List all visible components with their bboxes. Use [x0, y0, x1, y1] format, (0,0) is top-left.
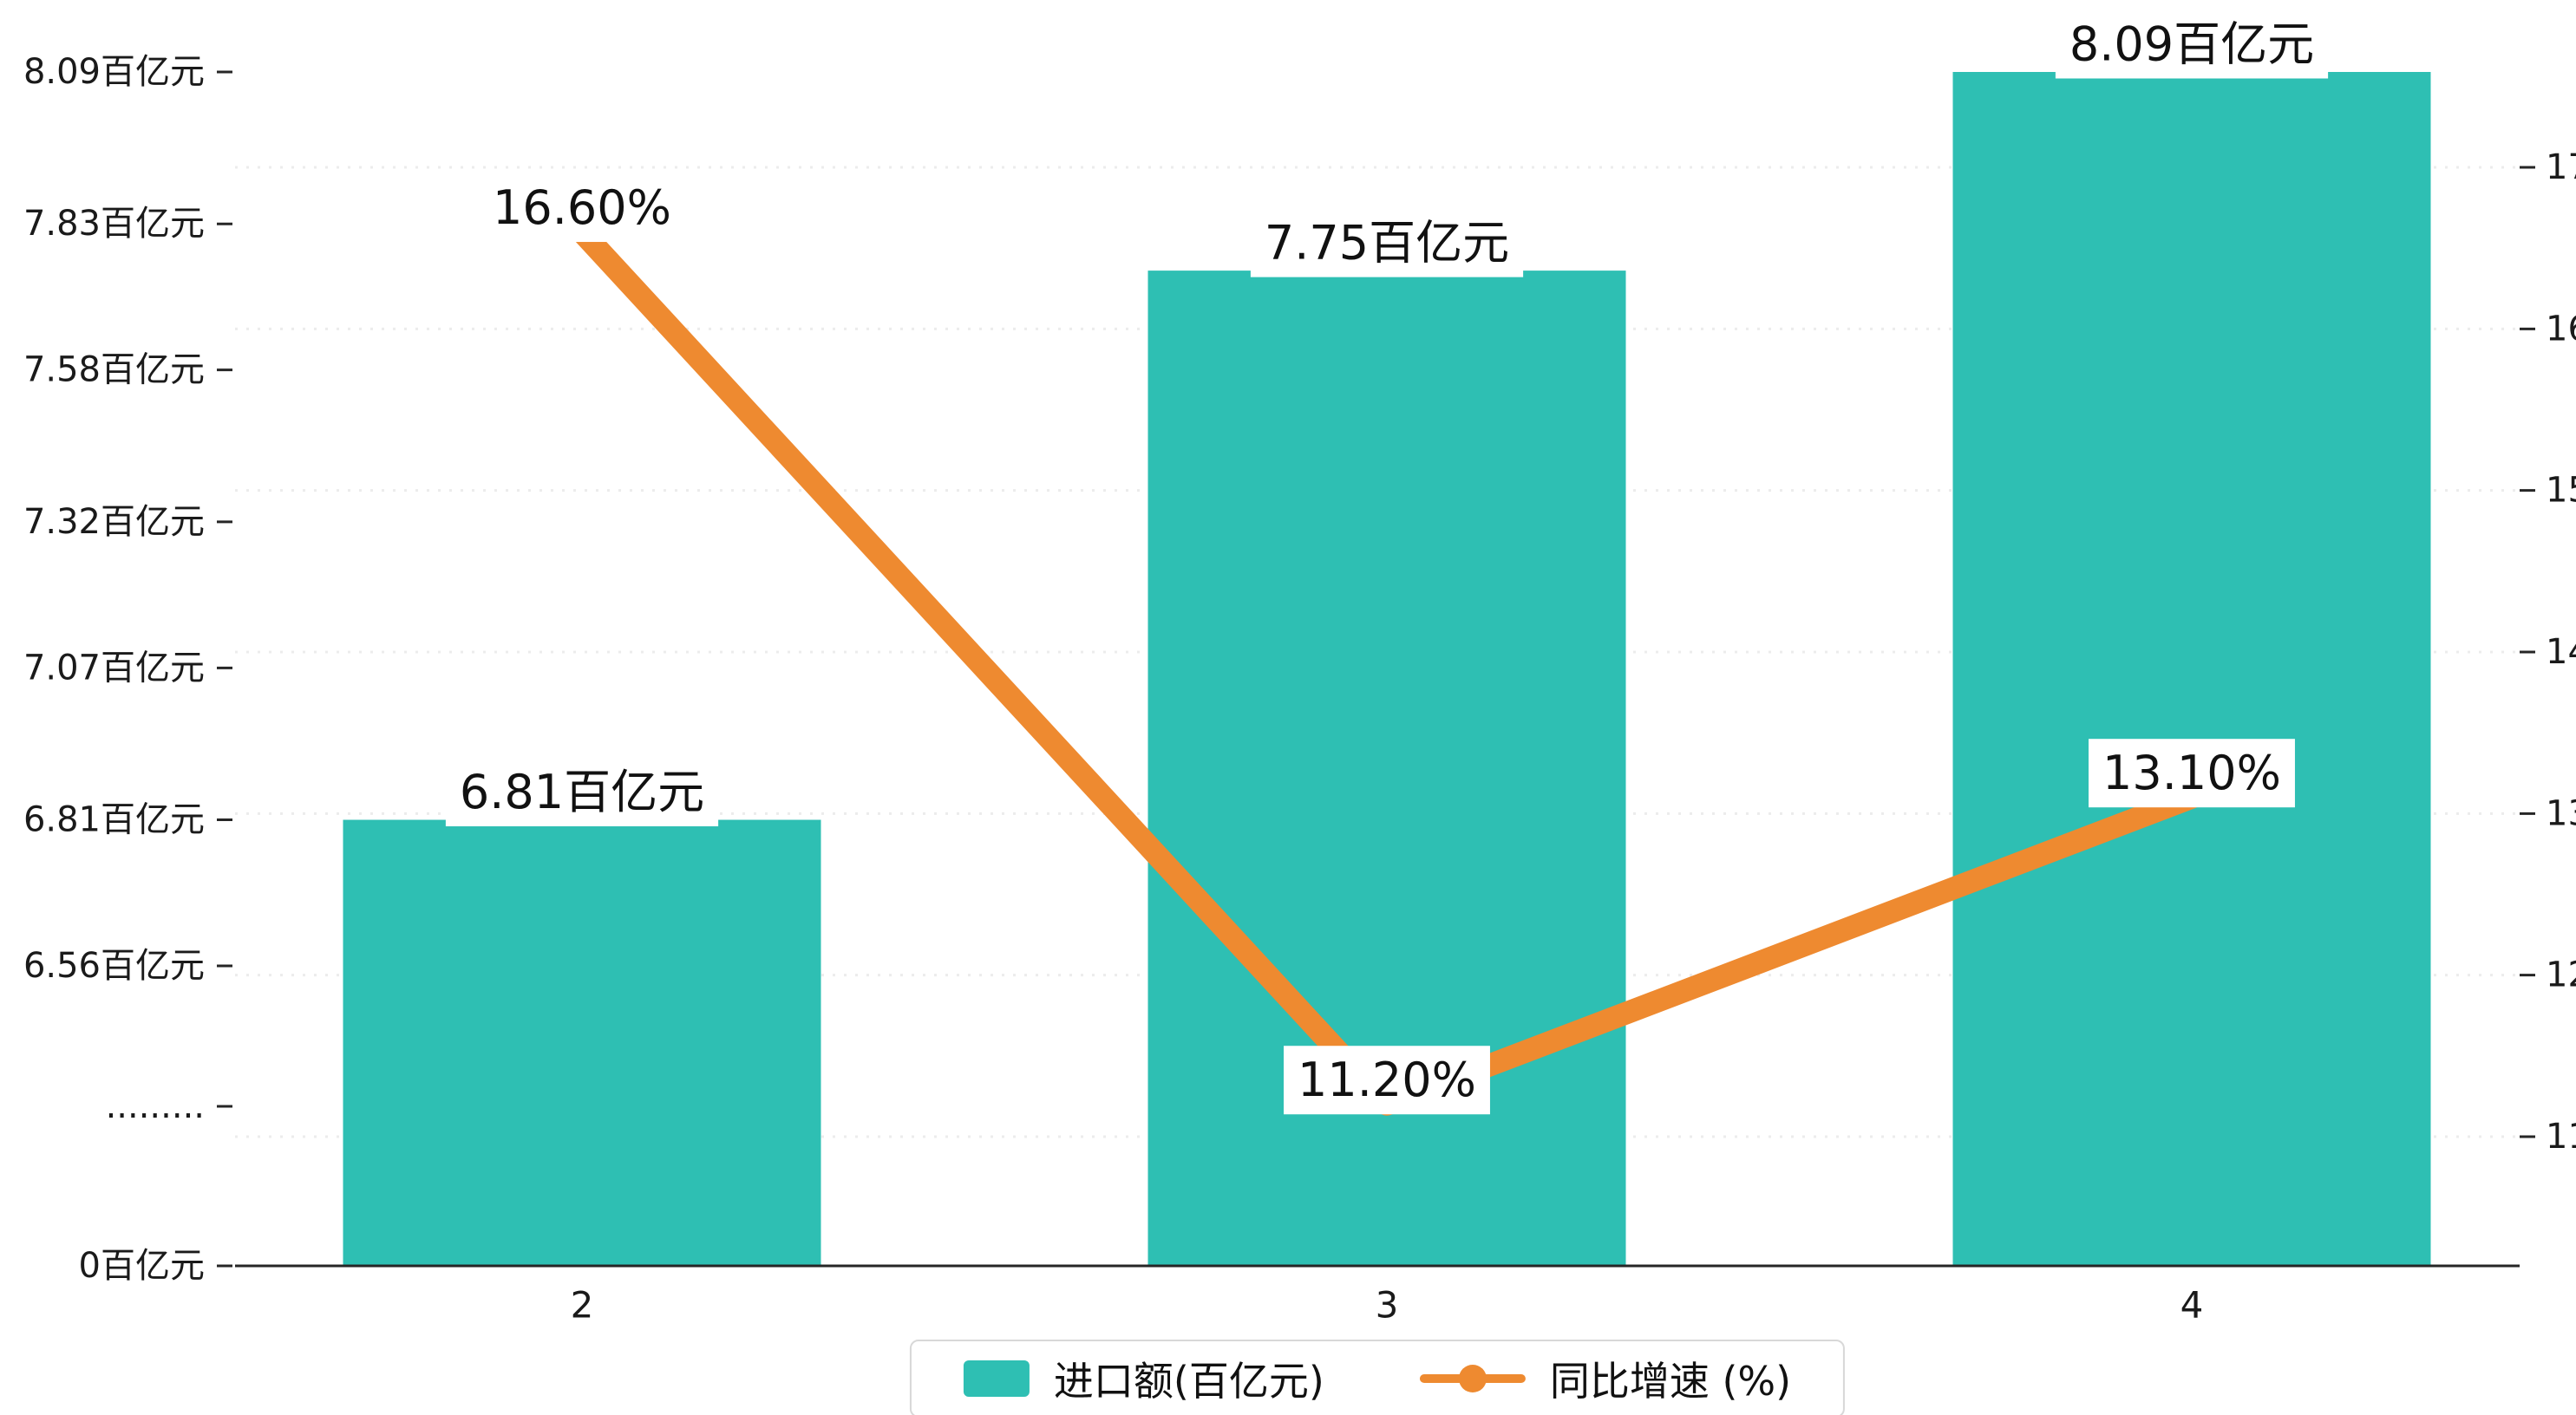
x-axis-label: 2 — [571, 1284, 594, 1327]
right-axis-label: 12 — [2546, 955, 2576, 995]
legend-item-imports[interactable]: 进口额(百亿元) — [963, 1350, 1324, 1407]
right-axis-label: 16 — [2546, 309, 2576, 349]
right-axis-label: 11 — [2546, 1117, 2576, 1157]
left-axis-label: 7.07百亿元 — [23, 648, 205, 688]
right-axis-label: 17 — [2546, 147, 2576, 187]
left-axis-label: 6.56百亿元 — [23, 946, 205, 986]
bar-month-3 — [1147, 271, 1626, 1267]
x-axis-label: 4 — [2180, 1284, 2204, 1327]
left-axis-label: ......... — [106, 1086, 205, 1126]
growth-value-label-bg — [1284, 1046, 1490, 1115]
bar-legend-swatch-icon — [963, 1360, 1030, 1397]
growth-value-label: 16.60% — [493, 180, 671, 235]
line-legend-swatch-icon — [1419, 1360, 1526, 1398]
bar-month-2 — [343, 819, 821, 1266]
bar-value-label: 7.75百亿元 — [1265, 216, 1509, 271]
left-axis-label: 8.09百亿元 — [23, 52, 205, 92]
line-legend-dot — [1458, 1365, 1487, 1392]
right-axis-label: 15 — [2546, 471, 2576, 511]
x-axis-label: 3 — [1376, 1284, 1399, 1327]
left-axis-label: 6.81百亿元 — [23, 800, 205, 840]
left-axis-label: 7.32百亿元 — [23, 502, 205, 542]
right-axis-label: 13 — [2546, 793, 2576, 833]
bar-month-4 — [1952, 72, 2431, 1266]
left-axis-label: 0百亿元 — [79, 1246, 205, 1286]
legend: 进口额(百亿元) 同比增速 (%) — [909, 1340, 1846, 1415]
bar-value-label-bg — [1250, 208, 1524, 277]
bar-value-label-bg — [2055, 10, 2329, 79]
legend-label-imports: 进口额(百亿元) — [1053, 1358, 1324, 1405]
bar-value-label: 6.81百亿元 — [460, 765, 704, 819]
growth-value-label-bg — [2089, 739, 2295, 808]
growth-value-label: 13.10% — [2102, 746, 2281, 800]
right-axis-label: 14 — [2546, 632, 2576, 672]
bar-value-label: 8.09百亿元 — [2069, 17, 2314, 72]
left-axis-label: 7.83百亿元 — [23, 204, 205, 244]
left-axis-label: 7.58百亿元 — [23, 350, 205, 390]
growth-value-label-bg — [479, 173, 685, 243]
bar-value-label-bg — [445, 758, 719, 827]
legend-item-growth[interactable]: 同比增速 (%) — [1419, 1350, 1792, 1407]
legend-label-growth: 同比增速 (%) — [1549, 1358, 1792, 1405]
growth-value-label: 11.20% — [1298, 1053, 1476, 1107]
